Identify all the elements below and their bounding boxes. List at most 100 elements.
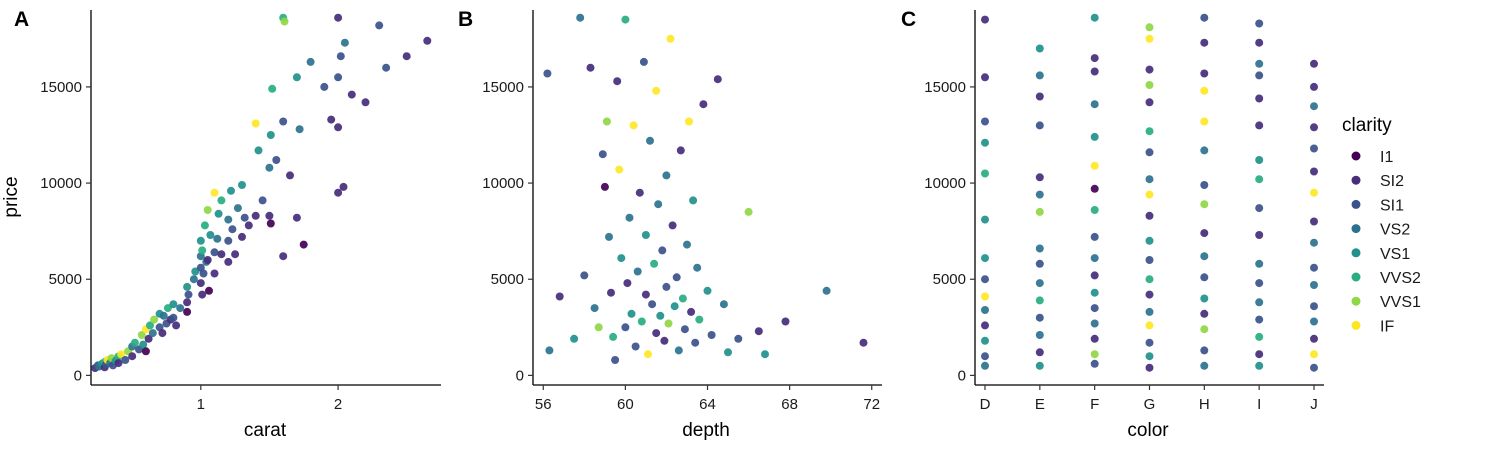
data-point-si2	[652, 329, 661, 338]
data-point-vvs1	[1145, 81, 1154, 89]
data-point-si2	[334, 123, 343, 132]
panel-c-plot-area: 0 5000 10000 15000 D E F G H I J	[924, 10, 1324, 413]
data-point-vs1	[1035, 361, 1044, 370]
panel-b-plot-area: 0 5000 10000 15000 56 60 64 68 72	[482, 10, 882, 413]
data-point-si2	[1310, 59, 1318, 68]
data-point-si2	[128, 352, 137, 361]
data-point-si2	[981, 15, 989, 24]
data-point-si1	[598, 150, 607, 159]
data-point-si1	[1310, 363, 1318, 372]
data-point-i1	[205, 286, 213, 295]
data-point-if	[981, 292, 989, 301]
data-point-si2	[1200, 229, 1209, 238]
data-point-vs2	[176, 304, 185, 313]
data-point-si2	[144, 334, 153, 343]
data-point-si1	[621, 323, 630, 332]
panel-c-x-axis-title: color	[1127, 420, 1169, 441]
data-point-si1	[648, 300, 657, 309]
data-point-si2	[1145, 363, 1154, 372]
data-point-if	[117, 350, 126, 359]
data-point-vs2	[1200, 361, 1209, 370]
panel-a-y-axis-title: price	[1, 176, 22, 217]
data-point-vvs1	[664, 319, 673, 328]
data-point-if	[644, 350, 652, 359]
data-point-si2	[1090, 271, 1099, 280]
legend-swatch-i1	[1351, 151, 1361, 161]
data-point-vs2	[1310, 317, 1318, 326]
data-point-vs1	[1145, 236, 1154, 245]
data-point-vs2	[822, 286, 831, 295]
data-point-vs2	[576, 13, 585, 22]
data-point-vs2	[1310, 281, 1318, 289]
data-point-vs1	[214, 209, 223, 218]
data-point-si1	[1200, 273, 1209, 282]
x-tick-label: 64	[699, 396, 716, 413]
y-tick-label: 0	[516, 367, 524, 384]
data-point-si2	[1090, 334, 1099, 343]
panel-b-x-axis-title: depth	[682, 420, 730, 441]
data-point-si1	[580, 271, 589, 280]
data-point-si2	[265, 211, 274, 220]
data-point-vs2	[213, 234, 222, 243]
data-point-si2	[158, 329, 167, 338]
data-point-si2	[196, 279, 205, 288]
data-point-si1	[631, 342, 640, 351]
data-point-vs2	[159, 311, 168, 320]
data-point-vs2	[981, 306, 989, 314]
data-point-vs2	[295, 125, 304, 134]
data-point-i1	[299, 240, 308, 249]
data-point-si2	[623, 279, 632, 288]
data-point-si1	[228, 225, 237, 234]
data-point-si1	[1255, 315, 1264, 324]
panel-b: B depth 0 5000 10000 15000 56 60 64 68 72	[458, 8, 882, 441]
data-point-vvs2	[650, 259, 659, 268]
data-point-vs1	[1255, 361, 1264, 370]
data-point-if	[685, 117, 693, 126]
data-point-vs2	[1035, 331, 1044, 339]
data-point-if	[1310, 350, 1318, 359]
data-point-si2	[183, 298, 192, 307]
x-tick-label: 68	[781, 396, 798, 413]
x-tick-label: F	[1090, 396, 1099, 413]
data-point-si2	[660, 336, 669, 345]
data-point-si2	[231, 250, 240, 259]
data-point-i1	[600, 182, 609, 191]
data-point-si2	[402, 52, 411, 61]
data-point-si2	[1255, 38, 1264, 47]
data-point-vs2	[654, 200, 663, 209]
data-point-si1	[981, 275, 989, 284]
data-point-vvs2	[146, 321, 154, 330]
legend-label-vvs1: VVS1	[1380, 294, 1421, 311]
data-point-si1	[1145, 338, 1154, 347]
data-point-vs1	[670, 302, 679, 311]
data-point-si1	[1090, 359, 1099, 368]
data-point-vs2	[148, 329, 157, 338]
x-tick-label: 2	[334, 396, 342, 413]
data-point-vs2	[633, 267, 642, 276]
data-point-si2	[1200, 69, 1209, 78]
data-point-if	[1145, 321, 1154, 330]
data-point-vs1	[981, 254, 989, 263]
data-point-si1	[1310, 263, 1318, 272]
data-point-vs1	[1255, 156, 1264, 164]
data-point-vs1	[183, 282, 192, 291]
data-point-si1	[680, 325, 689, 334]
legend-label-i1: I1	[1380, 149, 1393, 166]
data-point-vvs1	[602, 117, 611, 126]
data-point-vvs2	[695, 315, 704, 324]
data-point-vvs1	[594, 323, 603, 332]
data-point-vs2	[605, 232, 613, 241]
data-point-si2	[981, 73, 989, 82]
data-point-si1	[336, 52, 345, 61]
y-tick-label: 0	[958, 367, 966, 384]
x-tick-label: J	[1310, 396, 1318, 413]
data-point-vs2	[1200, 146, 1209, 155]
data-point-vs2	[233, 204, 242, 213]
data-point-si1	[375, 21, 384, 30]
data-point-vs2	[1090, 100, 1099, 109]
data-point-si2	[361, 98, 370, 107]
data-point-i1	[183, 307, 192, 316]
data-point-vvs2	[1145, 127, 1154, 136]
data-point-vvs2	[268, 84, 277, 93]
data-point-si2	[238, 232, 246, 241]
